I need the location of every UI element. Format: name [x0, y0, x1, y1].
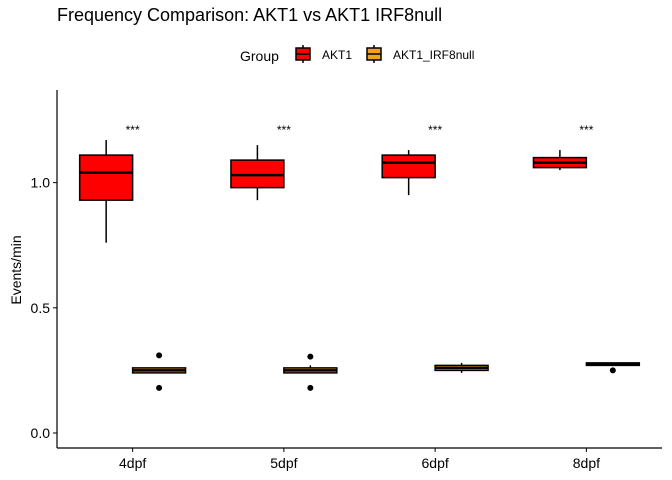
outlier-akt1-irf8null-8dpf-0	[609, 367, 616, 374]
legend-key-akt1	[295, 45, 311, 63]
y-tick-label-0: 0.0	[31, 425, 51, 441]
legend-label-akt1: AKT1	[322, 48, 352, 62]
significance-label-4dpf: ***	[126, 123, 140, 137]
legend-title: Group	[240, 48, 279, 64]
x-tick-label-4dpf: 4dpf	[119, 455, 146, 471]
significance-label-5dpf: ***	[277, 123, 291, 137]
x-tick-label-8dpf: 8dpf	[573, 455, 600, 471]
legend-key-akt1-irf8null	[366, 45, 382, 63]
x-tick-label-6dpf: 6dpf	[422, 455, 449, 471]
legend-label-akt1-irf8null: AKT1_IRF8null	[393, 48, 474, 62]
legend: Group AKT1 AKT1_IRF8null	[240, 45, 474, 64]
y-tick-label-2: 1.0	[31, 175, 51, 191]
x-tick-label-5dpf: 5dpf	[270, 455, 297, 471]
outlier-akt1-irf8null-5dpf-1	[307, 384, 314, 391]
outlier-akt1-irf8null-5dpf-0	[307, 353, 314, 360]
box-akt1-4dpf	[78, 154, 134, 201]
outlier-akt1-irf8null-4dpf-1	[156, 384, 163, 391]
chart-title: Frequency Comparison: AKT1 vs AKT1 IRF8n…	[57, 5, 442, 25]
y-tick-label-1: 0.5	[31, 300, 51, 316]
outlier-akt1-irf8null-4dpf-0	[156, 352, 163, 359]
significance-label-8dpf: ***	[579, 123, 593, 137]
y-axis-title: Events/min	[8, 235, 24, 304]
box-akt1-5dpf	[230, 159, 285, 189]
plot-area: *** *** *** *** 0.0 0.5 1.0 4dpf 5dpf 6dpf 8dpf	[31, 90, 662, 471]
box-akt1-6dpf	[381, 154, 436, 179]
significance-label-6dpf: ***	[428, 123, 442, 137]
